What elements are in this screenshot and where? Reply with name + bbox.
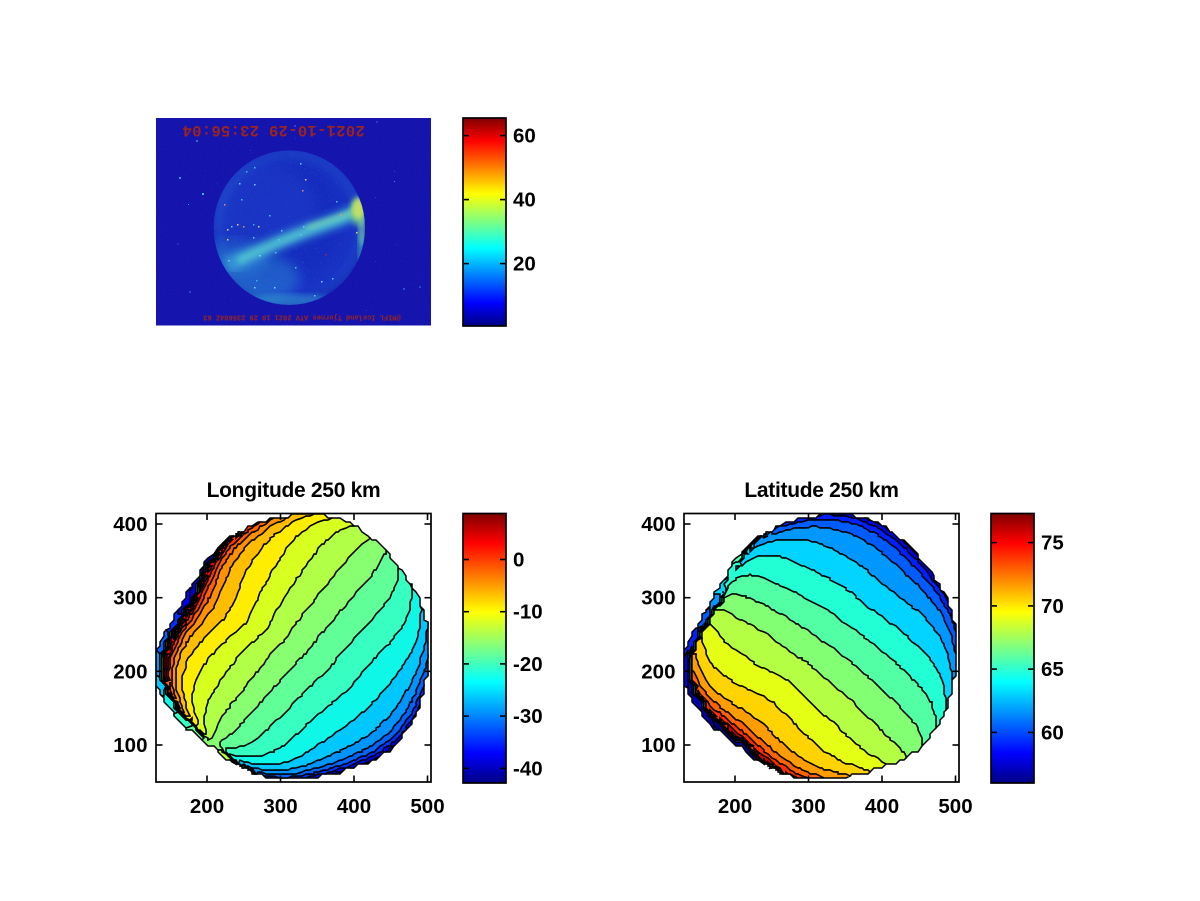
svg-text:300: 300: [263, 795, 297, 818]
svg-text:400: 400: [865, 795, 899, 818]
svg-text:65: 65: [1041, 658, 1064, 681]
svg-text:40: 40: [513, 189, 536, 212]
svg-text:300: 300: [113, 587, 147, 610]
svg-text:70: 70: [1041, 595, 1064, 618]
svg-text:500: 500: [938, 795, 972, 818]
svg-text:300: 300: [641, 587, 675, 610]
svg-text:100: 100: [113, 734, 147, 757]
svg-text:-10: -10: [513, 601, 543, 624]
svg-text:-30: -30: [513, 705, 543, 728]
svg-text:400: 400: [113, 513, 147, 536]
svg-text:400: 400: [337, 795, 371, 818]
svg-text:200: 200: [718, 795, 752, 818]
svg-text:Latitude 250 km: Latitude 250 km: [744, 479, 898, 502]
svg-text:400: 400: [641, 513, 675, 536]
svg-text:200: 200: [190, 795, 224, 818]
svg-text:75: 75: [1041, 532, 1064, 555]
svg-text:300: 300: [791, 795, 825, 818]
svg-text:-20: -20: [513, 653, 543, 676]
svg-text:60: 60: [513, 125, 536, 148]
svg-text:0: 0: [513, 549, 524, 572]
svg-text:60: 60: [1041, 721, 1064, 744]
svg-text:Longitude 250 km: Longitude 250 km: [207, 479, 381, 502]
svg-text:500: 500: [410, 795, 444, 818]
svg-text:20: 20: [513, 253, 536, 276]
svg-text:200: 200: [641, 660, 675, 683]
svg-text:100: 100: [641, 734, 675, 757]
svg-text:2021-10-29 23:56:04: 2021-10-29 23:56:04: [182, 121, 364, 139]
svg-text:@MIFL Iceland Tjornes ATV 2021: @MIFL Iceland Tjornes ATV 2021 10 29 235…: [203, 313, 400, 321]
svg-text:200: 200: [113, 660, 147, 683]
svg-text:-40: -40: [513, 757, 543, 780]
